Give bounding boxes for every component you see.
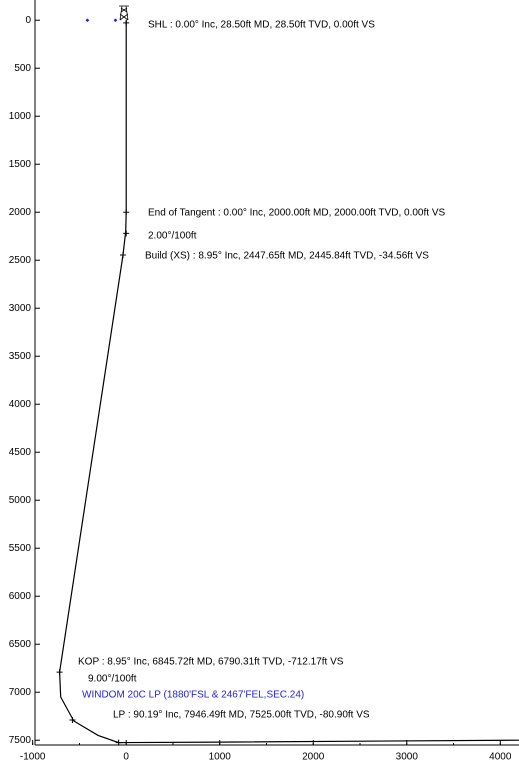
y-tick-label: 5500 — [9, 543, 32, 554]
y-tick-label: 7500 — [9, 735, 32, 746]
x-tick-label: -1000 — [20, 752, 46, 763]
rig-icon — [119, 5, 129, 21]
annotation: KOP : 8.95° Inc, 6845.72ft MD, 6790.31ft… — [78, 657, 344, 668]
target-marker — [85, 18, 89, 22]
annotation: LP : 90.19° Inc, 7946.49ft MD, 7525.00ft… — [113, 710, 370, 721]
station-marker — [123, 19, 130, 26]
y-tick-label: 2000 — [9, 207, 32, 218]
y-tick-label: 2500 — [9, 255, 32, 266]
annotation: 9.00°/100ft — [88, 674, 137, 685]
annotation: SHL : 0.00° Inc, 28.50ft MD, 28.50ft TVD… — [148, 20, 375, 31]
x-tick-label: 2000 — [302, 752, 325, 763]
y-tick-label: 3000 — [9, 303, 32, 314]
station-marker — [119, 252, 126, 259]
y-tick-label: 1500 — [9, 159, 32, 170]
station-marker — [115, 739, 122, 746]
station-marker — [123, 230, 130, 237]
y-tick-label: 5000 — [9, 495, 32, 506]
annotation: Build (XS) : 8.95° Inc, 2447.65ft MD, 24… — [145, 251, 429, 262]
annotation: 2.00°/100ft — [148, 231, 197, 242]
y-tick-label: 6500 — [9, 639, 32, 650]
x-tick-label: 4000 — [489, 752, 512, 763]
station-marker — [69, 717, 76, 724]
well-path — [58, 20, 519, 744]
y-tick-label: 500 — [14, 63, 31, 74]
y-tick-label: 4000 — [9, 399, 32, 410]
y-tick-label: 4500 — [9, 447, 32, 458]
station-marker — [123, 209, 130, 216]
x-tick-label: 0 — [123, 752, 129, 763]
target-marker — [113, 18, 117, 22]
x-tick-label: 1000 — [209, 752, 232, 763]
y-tick-label: 7000 — [9, 687, 32, 698]
y-tick-label: 0 — [25, 15, 31, 26]
annotation: End of Tangent : 0.00° Inc, 2000.00ft MD… — [148, 208, 445, 219]
y-tick-label: 3500 — [9, 351, 32, 362]
y-tick-label: 6000 — [9, 591, 32, 602]
x-tick-label: 3000 — [396, 752, 419, 763]
station-marker — [56, 669, 63, 676]
annotation: WINDOM 20C LP (1880'FSL & 2467'FEL,SEC.2… — [82, 690, 304, 701]
y-tick-label: 1000 — [9, 111, 32, 122]
